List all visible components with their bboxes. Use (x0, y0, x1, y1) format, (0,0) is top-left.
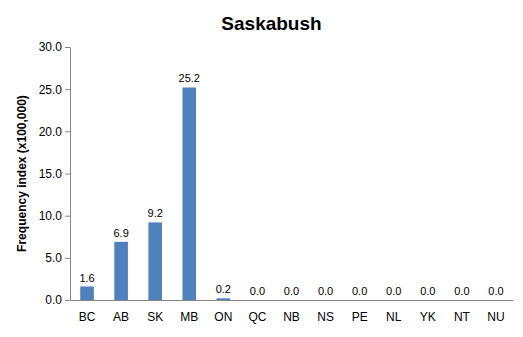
y-tick: 5.0 (45, 251, 70, 265)
data-label: 0.0 (386, 285, 401, 297)
x-tick-label: BC (79, 310, 96, 324)
data-label: 0.0 (454, 285, 469, 297)
x-tick-label: NT (454, 310, 471, 324)
data-label: 0.0 (420, 285, 435, 297)
x-tick-label: AB (113, 310, 129, 324)
y-tick-label: 10.0 (39, 209, 63, 223)
bar (80, 287, 94, 300)
y-axis-title: Frequency index (x100,000) (15, 95, 29, 252)
x-tick: MB (180, 300, 198, 324)
bar (217, 298, 231, 300)
data-labels: 1.6 6.9 9.2 25.2 0.2 0.0 0.0 0.0 0.0 0.0 0.0 0.0 0.0 (79, 72, 503, 297)
plot-area: 0.0 5.0 10.0 15.0 20.0 25.0 30.0 BC AB SK MB ON QC NB… (39, 40, 514, 323)
x-tick-label: NU (487, 310, 504, 324)
y-tick-mark (65, 300, 70, 301)
x-tick: NT (454, 300, 471, 324)
bar (114, 242, 128, 300)
x-axis: BC AB SK MB ON QC NB NS PE NL YK NT NU (71, 300, 514, 324)
x-tick-label: NB (283, 310, 300, 324)
y-tick: 10.0 (39, 209, 70, 223)
x-tick-label: QC (248, 310, 266, 324)
y-tick: 0.0 (45, 293, 70, 307)
bar (319, 300, 333, 301)
y-tick: 15.0 (39, 167, 70, 181)
data-label: 6.9 (113, 227, 128, 239)
x-tick-label: NL (386, 310, 402, 324)
data-label: 0.0 (284, 285, 299, 297)
x-tick: BC (79, 300, 96, 324)
x-tick: NB (283, 300, 300, 324)
bar (148, 222, 162, 300)
bar (387, 300, 401, 301)
bar (455, 300, 469, 301)
bar (285, 300, 299, 301)
data-label: 9.2 (148, 207, 163, 219)
x-tick-label: NS (317, 310, 334, 324)
y-tick-mark (65, 131, 70, 132)
y-tick-label: 25.0 (39, 83, 63, 97)
data-label: 0.0 (318, 285, 333, 297)
x-tick: NS (317, 300, 334, 324)
y-axis: 0.0 5.0 10.0 15.0 20.0 25.0 30.0 (39, 40, 71, 307)
data-label: 25.2 (179, 72, 200, 84)
chart: 0.0 5.0 10.0 15.0 20.0 25.0 30.0 BC AB SK MB ON QC NB… (0, 0, 523, 337)
x-axis-line (71, 300, 514, 301)
x-tick-label: SK (147, 310, 163, 324)
y-tick: 30.0 (39, 40, 70, 54)
y-tick-label: 0.0 (45, 293, 62, 307)
x-tick: SK (147, 300, 163, 324)
bar (251, 300, 265, 301)
data-label: 0.0 (488, 285, 503, 297)
y-tick-mark (65, 258, 70, 259)
y-tick-label: 5.0 (45, 251, 62, 265)
bar (489, 300, 503, 301)
x-tick-label: PE (352, 310, 368, 324)
bars (80, 87, 230, 300)
y-tick-mark (65, 174, 70, 175)
y-tick-mark (65, 216, 70, 217)
bar (353, 300, 367, 301)
x-tick: AB (113, 300, 129, 324)
x-tick: NU (487, 300, 504, 324)
bar (421, 300, 435, 301)
y-axis-line (70, 48, 71, 301)
data-label: 0.0 (352, 285, 367, 297)
y-tick-label: 30.0 (39, 40, 63, 54)
y-tick-label: 15.0 (39, 167, 63, 181)
x-tick: NL (386, 300, 402, 324)
data-label: 0.2 (216, 283, 231, 295)
x-tick-label: ON (214, 310, 232, 324)
y-tick-mark (65, 89, 70, 90)
x-tick: YK (420, 300, 436, 324)
x-tick-label: YK (420, 310, 436, 324)
bar (182, 87, 196, 300)
y-tick: 20.0 (39, 125, 70, 139)
x-tick: PE (352, 300, 368, 324)
y-tick-label: 20.0 (39, 125, 63, 139)
title: Saskabush (221, 13, 321, 34)
x-tick: QC (248, 300, 266, 324)
x-tick-label: MB (180, 310, 198, 324)
x-tick: ON (214, 300, 232, 324)
data-label: 0.0 (250, 285, 265, 297)
data-label: 1.6 (79, 272, 94, 284)
y-tick-mark (65, 47, 70, 48)
y-tick: 25.0 (39, 83, 70, 97)
